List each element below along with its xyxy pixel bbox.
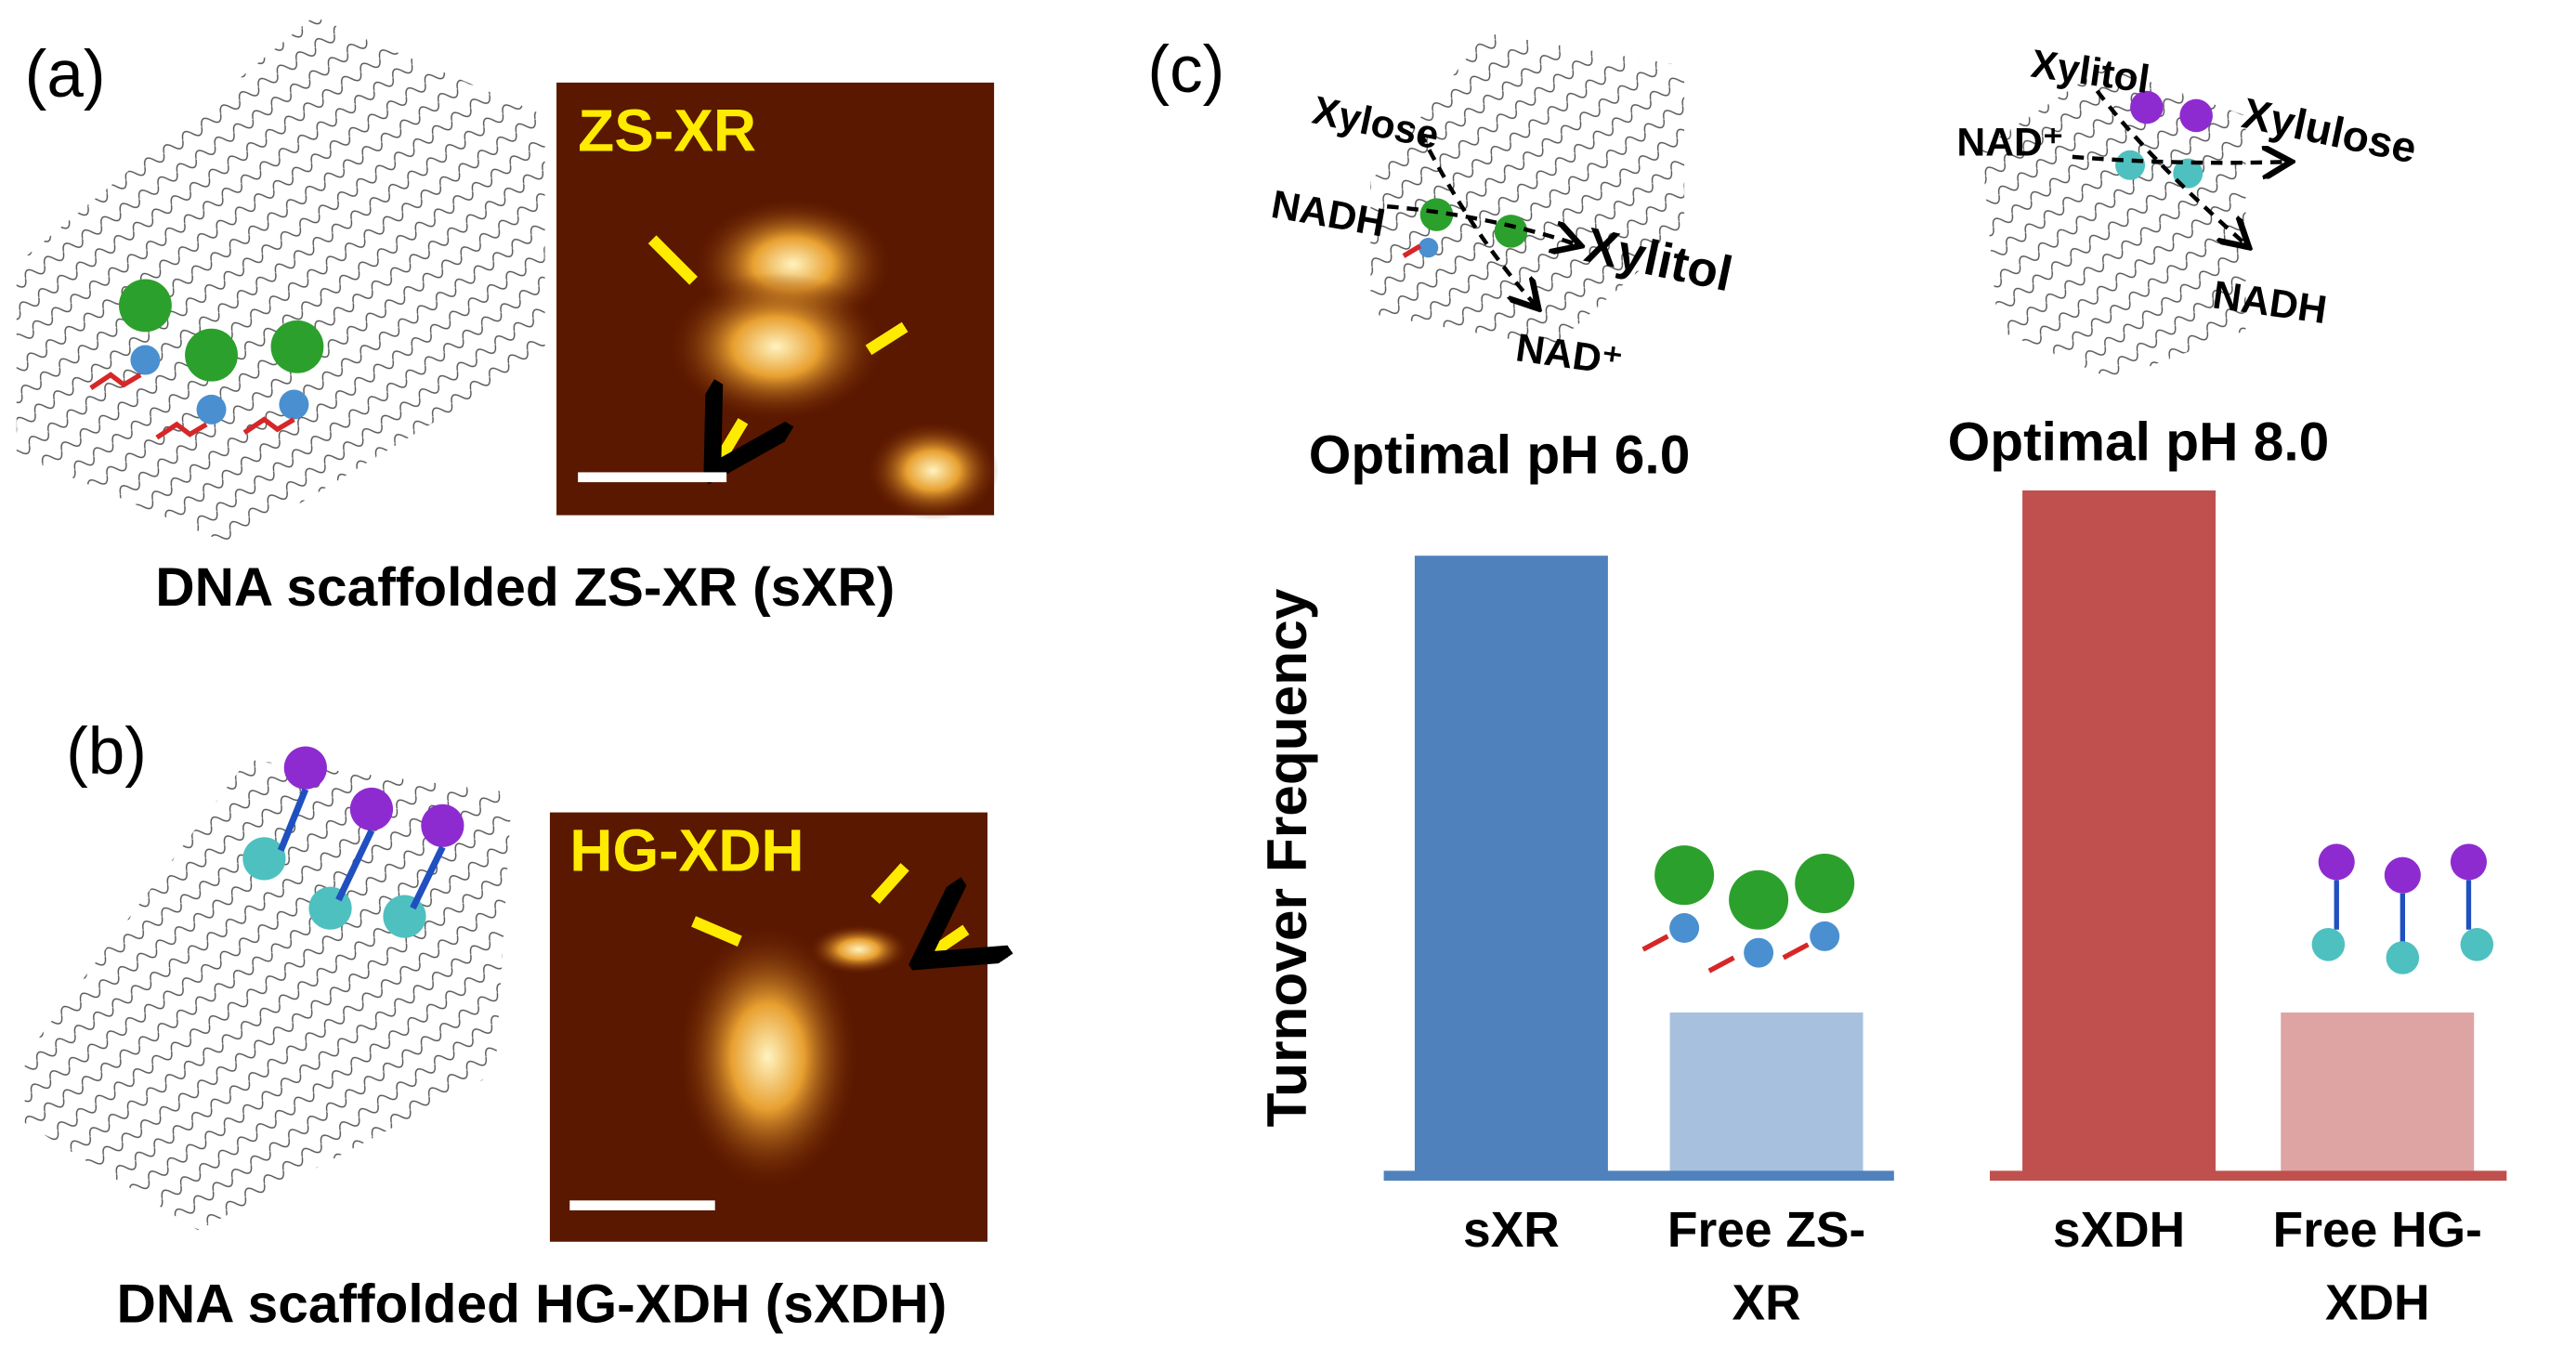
enzymes — [1402, 198, 1528, 258]
x-tick-label-text: Free HG-XDH — [2272, 1203, 2482, 1331]
dna-origami — [16, 16, 545, 545]
bar — [2022, 490, 2216, 1176]
cofactor: NAD⁺ — [1956, 121, 2063, 165]
y-axis-label: Turnover Frequency — [1255, 588, 1318, 1127]
dna-origami — [1370, 33, 1685, 347]
bar — [1414, 555, 1608, 1176]
dna-origami — [24, 759, 513, 1231]
panel-label: (b) — [66, 715, 147, 789]
x-tick-label-text: Free ZS-XR — [1667, 1203, 1866, 1331]
panel-label: (a) — [25, 38, 106, 111]
bar — [2281, 1013, 2475, 1176]
afm-features — [569, 863, 966, 1210]
bar — [1669, 1013, 1863, 1176]
flow-arrow — [2072, 157, 2287, 163]
caption: DNA scaffolded HG-XDH (sXDH) — [116, 1274, 947, 1334]
enzymes — [242, 746, 464, 938]
cofactor: NAD⁺ — [1513, 325, 1625, 385]
substrate: Xylitol — [2028, 42, 2151, 102]
cofactor: NADH — [1268, 182, 1389, 246]
flow-arrow — [1418, 131, 1536, 306]
x-tick-label-text: sXDH — [2052, 1203, 2186, 1259]
afm-label: HG-XDH — [569, 817, 804, 884]
dna-origami — [1981, 66, 2246, 380]
enzymes — [89, 279, 324, 440]
flow-arrow — [1386, 204, 1576, 244]
x-tick-label: sXDH — [2052, 1203, 2186, 1259]
caption: DNA scaffolded ZS-XR (sXR) — [155, 557, 895, 618]
enzymes — [2115, 90, 2213, 189]
condition: Optimal pH 6.0 — [1309, 425, 1691, 486]
x-tick-label-text: sXR — [1463, 1203, 1560, 1259]
substrate: Xylose — [1309, 88, 1444, 159]
panel-label: (c) — [1147, 33, 1224, 107]
flow-arrow — [2095, 89, 2246, 244]
product: Xylulose — [2238, 88, 2421, 172]
afm-features — [578, 198, 1000, 520]
free-enzymes — [1641, 843, 2494, 974]
x-tick-label: sXR — [1463, 1203, 1560, 1259]
x-tick-label: Free ZS-XR — [1667, 1203, 1866, 1331]
x-tick-label: Free HG-XDH — [2272, 1203, 2482, 1331]
afm-label: ZS-XR — [578, 98, 756, 164]
condition: Optimal pH 8.0 — [1948, 412, 2330, 472]
